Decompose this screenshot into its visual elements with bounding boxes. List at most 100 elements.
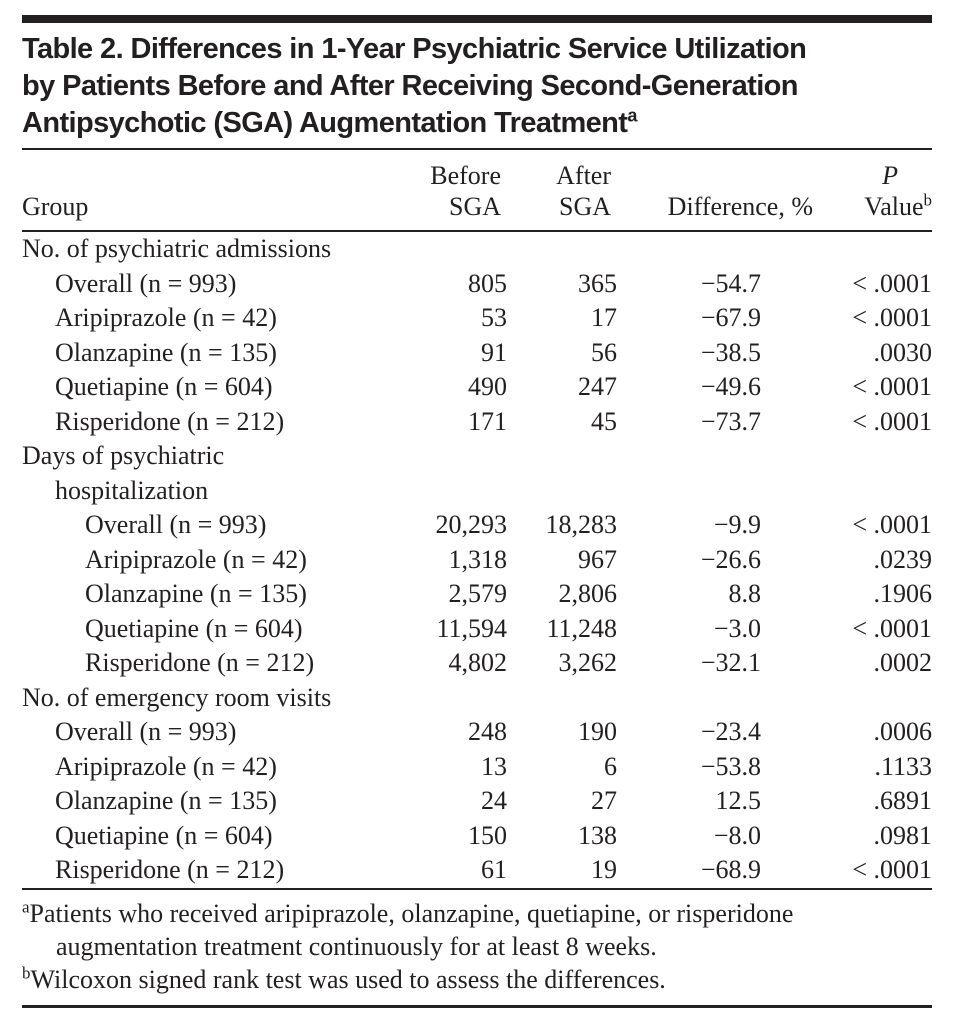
column-header-p-line1: P	[882, 161, 898, 190]
p-value: < .0001	[852, 303, 932, 332]
column-header-after-line1: After	[556, 161, 611, 190]
p-value: < .0001	[852, 613, 932, 643]
title-line-2: by Patients Before and After Receiving S…	[22, 70, 799, 102]
difference-value: −54.7	[700, 268, 761, 298]
column-header-after-line2: SGA	[558, 192, 611, 221]
row-label: Aripiprazole (n = 42)	[55, 751, 277, 781]
difference-value	[617, 232, 813, 267]
title-line-3-text: Antipsychotic (SGA) Augmentation Treatme…	[22, 107, 628, 139]
row-label: Overall (n = 993)	[55, 268, 237, 298]
p-value: < .0001	[852, 268, 932, 298]
row-label: Olanzapine (n = 135)	[85, 579, 307, 608]
after-sga-value: 56	[591, 337, 617, 367]
row-label: Aripiprazole (n = 42)	[55, 303, 277, 332]
column-header-before-line1: Before	[430, 161, 501, 190]
table-row: Olanzapine (n = 135) 2,579 2,806 8.8 .19…	[22, 577, 932, 612]
difference-value: −53.8	[700, 751, 761, 781]
difference-value: 12.5	[715, 786, 762, 815]
footnotes: aPatients who received aripiprazole, ola…	[22, 890, 932, 1005]
before-sga-value	[390, 474, 507, 509]
p-value	[813, 232, 932, 267]
title-footnote-marker: a	[627, 105, 637, 126]
table-row: Aripiprazole (n = 42) 13 6 −53.8 .1133	[22, 750, 932, 785]
table-row: Quetiapine (n = 604) 11,594 11,248 −3.0 …	[22, 612, 932, 647]
table-body: No. of psychiatric admissions Overall (n…	[22, 232, 932, 888]
p-value: .0002	[873, 648, 933, 677]
p-value: .0006	[873, 717, 933, 746]
p-value	[813, 474, 932, 509]
table-row: Overall (n = 993) 248 190 −23.4 .0006	[22, 715, 932, 750]
table-row: Aripiprazole (n = 42) 1,318 967 −26.6 .0…	[22, 543, 932, 578]
after-sga-value: 27	[591, 786, 617, 815]
after-sga-value	[507, 232, 617, 267]
after-sga-value	[507, 681, 617, 716]
footnote-marker: b	[22, 962, 31, 982]
table-row: Quetiapine (n = 604) 490 247 −49.6 < .00…	[22, 370, 932, 405]
difference-value	[617, 681, 813, 716]
p-value	[813, 681, 932, 716]
before-sga-value: 11,594	[436, 613, 507, 643]
after-sga-value: 967	[578, 544, 617, 574]
footnote-text: Wilcoxon signed rank test was used to as…	[30, 964, 666, 994]
after-sga-value: 17	[591, 303, 617, 332]
before-sga-value: 53	[481, 303, 507, 332]
p-value: .0239	[873, 544, 933, 574]
before-sga-value: 91	[481, 337, 507, 367]
title-line-3: Antipsychotic (SGA) Augmentation Treatme…	[22, 105, 932, 142]
before-sga-value: 24	[481, 786, 507, 815]
table-row: Risperidone (n = 212) 61 19 −68.9 < .000…	[22, 853, 932, 888]
difference-value: −68.9	[700, 855, 761, 884]
after-sga-value: 6	[604, 751, 617, 781]
before-sga-value: 20,293	[435, 510, 508, 539]
difference-value: −38.5	[700, 337, 761, 367]
footnote: bWilcoxon signed rank test was used to a…	[22, 963, 932, 996]
column-header-p-value: P Valueb	[813, 160, 932, 222]
before-sga-value: 248	[468, 717, 507, 746]
p-value: < .0001	[852, 372, 932, 401]
table-row: Aripiprazole (n = 42) 53 17 −67.9 < .000…	[22, 301, 932, 336]
after-sga-value	[507, 439, 617, 474]
p-value: < .0001	[852, 406, 932, 436]
table-row: Risperidone (n = 212) 4,802 3,262 −32.1 …	[22, 646, 932, 681]
row-label: Days of psychiatric	[22, 441, 225, 470]
table-row: Olanzapine (n = 135) 24 27 12.5 .6891	[22, 784, 932, 819]
row-label: Risperidone (n = 212)	[55, 406, 285, 436]
difference-value: −26.6	[700, 544, 761, 574]
p-value: .1133	[874, 751, 932, 781]
row-label: Olanzapine (n = 135)	[55, 786, 277, 815]
rule-above-footnotes	[22, 887, 932, 890]
column-header-before-line2: SGA	[448, 192, 501, 221]
table-row: Risperidone (n = 212) 171 45 −73.7 < .00…	[22, 405, 932, 440]
before-sga-value: 13	[481, 751, 507, 781]
table-row: Days of psychiatric	[22, 439, 932, 474]
table-row: Overall (n = 993) 805 365 −54.7 < .0001	[22, 267, 932, 302]
row-label: Aripiprazole (n = 42)	[85, 544, 307, 574]
row-label: Quetiapine (n = 604)	[55, 372, 273, 401]
row-label: Quetiapine (n = 604)	[85, 613, 303, 643]
after-sga-value: 18,283	[545, 510, 618, 539]
difference-value	[617, 474, 813, 509]
difference-value: −9.9	[713, 510, 761, 539]
after-sga-value: 365	[578, 268, 617, 298]
row-label: Risperidone (n = 212)	[55, 855, 285, 884]
row-label: Overall (n = 993)	[85, 510, 267, 539]
before-sga-value: 150	[468, 820, 507, 850]
footnote: aPatients who received aripiprazole, ola…	[22, 897, 932, 963]
column-header-difference: Difference, %	[667, 192, 813, 221]
p-value: .6891	[873, 786, 933, 815]
before-sga-value: 2,579	[448, 579, 508, 608]
row-label: hospitalization	[55, 475, 209, 505]
after-sga-value: 3,262	[558, 648, 618, 677]
table-title: Table 2. Differences in 1-Year Psychiatr…	[22, 31, 932, 142]
after-sga-value: 45	[591, 406, 617, 436]
before-sga-value	[390, 681, 507, 716]
column-header-before-sga: Before SGA	[390, 160, 507, 222]
table-row: No. of psychiatric admissions	[22, 232, 932, 267]
after-sga-value: 138	[578, 820, 617, 850]
difference-value: −8.0	[713, 820, 761, 850]
after-sga-value	[507, 474, 617, 509]
column-header-p-line2: Valueb	[864, 191, 932, 221]
difference-value: 8.8	[728, 579, 762, 608]
difference-value: −49.6	[700, 372, 761, 401]
p-value: .0981	[873, 820, 933, 850]
